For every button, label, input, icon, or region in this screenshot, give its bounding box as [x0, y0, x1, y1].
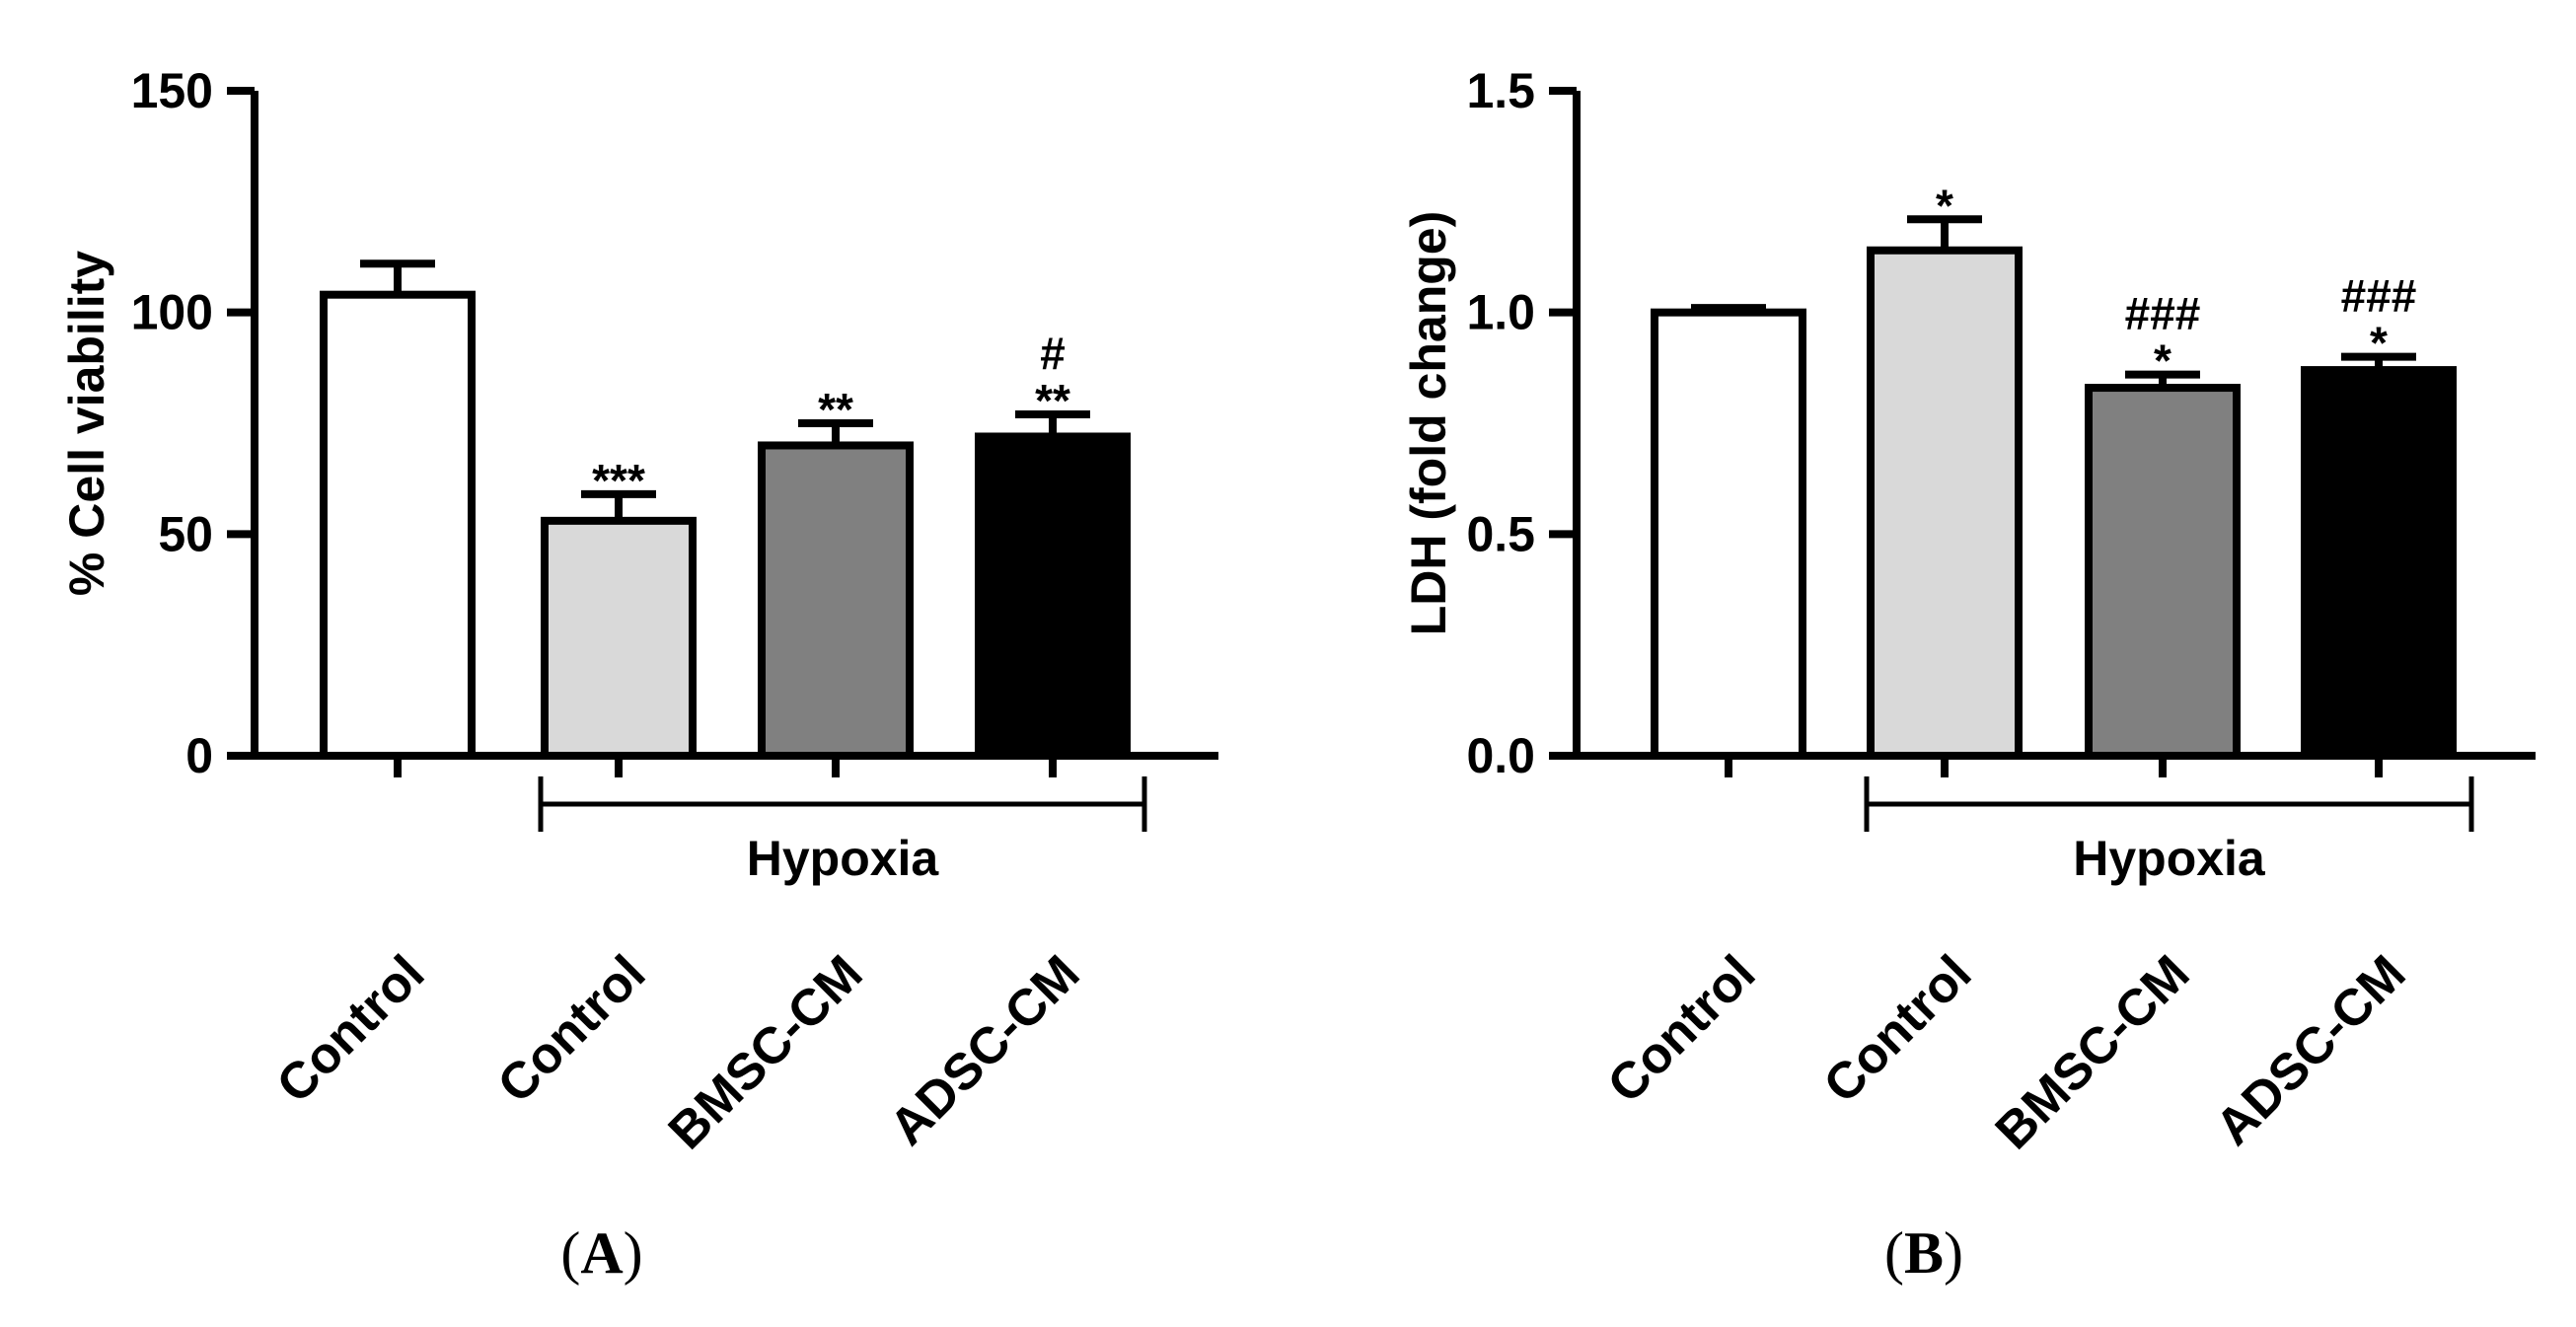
significance-label: * [2370, 318, 2388, 369]
bar [1651, 308, 1806, 760]
significance-label: ** [1035, 375, 1070, 426]
significance-label: # [1040, 328, 1066, 379]
x-category-label: Control [1597, 944, 1767, 1114]
y-tick-label: 0.5 [1466, 506, 1535, 561]
bar [1867, 246, 2023, 760]
significance-label: ** [818, 384, 853, 435]
significance-label: * [2154, 335, 2171, 387]
y-tick-label: 50 [158, 506, 213, 561]
x-category-label: Control [266, 944, 436, 1114]
x-category-label: Control [1813, 944, 1983, 1114]
group-label: Hypoxia [2073, 831, 2266, 886]
bar [2085, 384, 2241, 760]
y-tick-label: 0 [185, 728, 213, 783]
y-tick-label: 1.0 [1466, 285, 1535, 340]
bar [320, 290, 476, 760]
significance-label: ### [2125, 288, 2201, 339]
bar [2301, 366, 2457, 760]
x-category-label: BMSC-CM [1985, 944, 2201, 1160]
chart-panel-b: 0.0 0.5 1.0 1.5 LDH (fold change) Control * Con… [1401, 63, 2536, 1286]
y-tick-label: 100 [131, 285, 213, 340]
panel-label: (B) [1884, 1220, 1963, 1286]
group-label: Hypoxia [747, 831, 940, 886]
y-axis-title: LDH (fold change) [1401, 211, 1456, 636]
bar [975, 432, 1131, 760]
chart-panel-a: 0 50 100 150 % Cell viability Control *** Contr… [59, 63, 1218, 1286]
x-category-label: ADSC-CM [879, 944, 1091, 1156]
x-category-label: Control [487, 944, 657, 1114]
significance-label: * [1936, 180, 1953, 231]
y-tick-label: 1.5 [1466, 63, 1535, 118]
bar [541, 516, 697, 760]
x-category-label: ADSC-CM [2205, 944, 2417, 1156]
y-tick-label: 150 [131, 63, 213, 118]
y-tick-label: 0.0 [1466, 728, 1535, 783]
y-axis-title: % Cell viability [59, 251, 114, 596]
panel-label: (A) [560, 1220, 642, 1286]
significance-label: *** [592, 455, 645, 506]
significance-label: ### [2341, 270, 2417, 322]
bar [758, 441, 914, 760]
x-category-label: BMSC-CM [658, 944, 874, 1160]
